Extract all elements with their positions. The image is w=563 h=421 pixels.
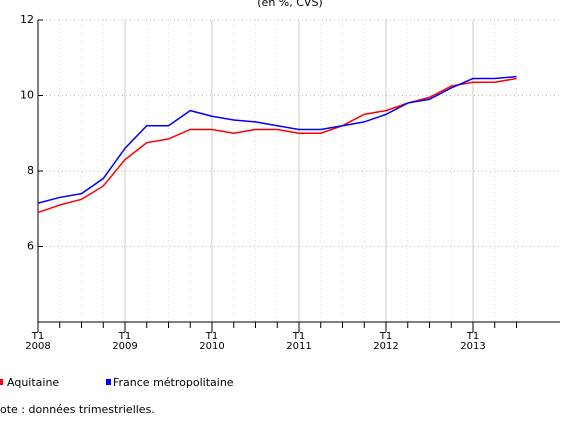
x-tick-label: 2011 bbox=[286, 341, 311, 352]
x-tick-label: T1 bbox=[205, 331, 218, 342]
x-tick-label: 2009 bbox=[112, 341, 137, 352]
y-tick-label: 6 bbox=[27, 240, 34, 253]
x-tick-label: T1 bbox=[466, 331, 479, 342]
legend-swatch bbox=[106, 379, 111, 385]
legend-label: Aquitaine bbox=[7, 376, 59, 389]
x-tick-label: T1 bbox=[292, 331, 305, 342]
legend-swatch bbox=[0, 379, 3, 385]
x-tick-label: 2013 bbox=[460, 341, 485, 352]
series-line bbox=[37, 77, 517, 214]
chart-title: (en %, CVS) bbox=[257, 0, 322, 9]
x-tick-label: T1 bbox=[31, 331, 44, 342]
x-tick-label: 2012 bbox=[373, 341, 398, 352]
legend-label: France métropolitaine bbox=[113, 376, 234, 389]
y-tick-label: 12 bbox=[20, 13, 34, 26]
x-tick-label: T1 bbox=[118, 331, 131, 342]
x-tick-label: 2010 bbox=[199, 341, 224, 352]
x-tick-label: T1 bbox=[379, 331, 392, 342]
x-tick-label: 2008 bbox=[25, 341, 50, 352]
note: ote : données trimestrielles. bbox=[0, 403, 155, 416]
y-tick-label: 10 bbox=[20, 89, 34, 102]
series-line bbox=[37, 75, 517, 204]
y-tick-label: 8 bbox=[27, 164, 34, 177]
